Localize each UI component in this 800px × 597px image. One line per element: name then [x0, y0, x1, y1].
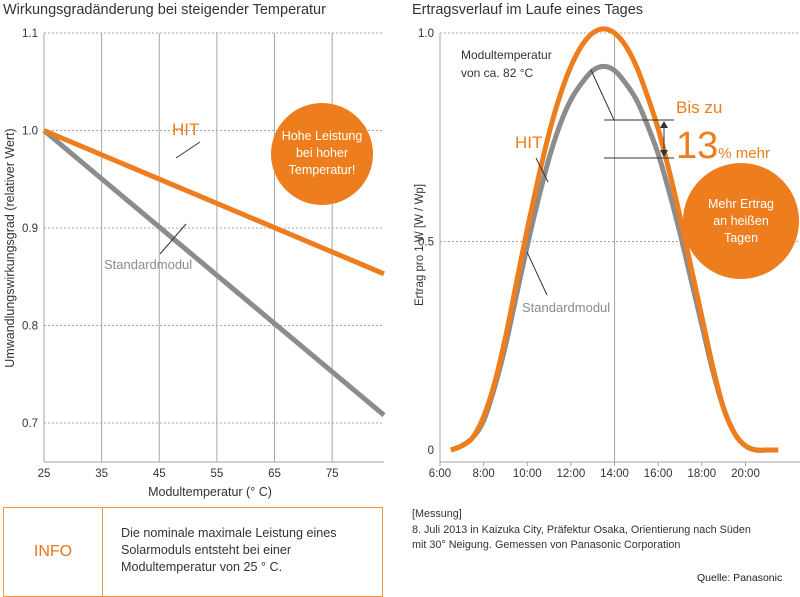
right-y-tick-label: 0 — [428, 445, 434, 457]
right-hit-label: HIT — [515, 133, 542, 152]
module-temp-pointer-line — [590, 69, 615, 121]
left-x-axis-label: Modultemperatur (° C) — [148, 485, 272, 499]
right-badge-text: Mehr Ertrag an heißen Tagen — [708, 197, 774, 245]
bis-zu-text: Bis zu — [676, 98, 722, 117]
left-standard-series-line — [42, 128, 386, 418]
left-x-tick-label: 45 — [153, 468, 166, 480]
right-badge-circle — [683, 163, 799, 279]
right-x-tick-label: 18:00 — [687, 468, 716, 480]
standard-pointer-line — [159, 223, 187, 255]
left-y-tick-label: 1.0 — [22, 126, 38, 138]
left-badge-circle — [271, 103, 373, 205]
left-hit-label: HIT — [172, 120, 199, 139]
right-chart-title: Ertragsverlauf im Laufe eines Tages — [412, 2, 644, 18]
right-y-tick-label: 1.0 — [418, 28, 434, 40]
source-credit: Quelle: Panasonic — [697, 572, 783, 584]
left-x-tick-label: 55 — [210, 468, 223, 480]
left-hit-series-line — [43, 128, 385, 277]
left-chart-ticks: 25 35 45 55 65 75 0.7 0.8 0.9 1.0 1.1 — [22, 28, 339, 480]
left-x-tick-label: 75 — [326, 468, 339, 480]
left-y-axis-label: Umwandlungswirkungsgrad (relativer Wert) — [3, 128, 17, 367]
left-standard-label: Standardmodul — [104, 257, 192, 272]
right-x-tick-label: 6:00 — [429, 468, 451, 480]
hit-pointer-line — [175, 141, 201, 159]
right-y-tick-label: 0.5 — [418, 237, 434, 249]
right-hit-series-line — [450, 26, 779, 453]
left-badge-text: Hohe Leistung bei hoher Temperatur! — [281, 129, 363, 177]
module-temp-note: Modultemperatur von ca. 82 °C — [461, 48, 552, 80]
left-x-tick-label: 25 — [38, 468, 51, 480]
info-box: INFO Die nominale maximale Leistung eine… — [3, 507, 383, 597]
measure-arrow-head-top — [660, 121, 668, 128]
right-x-tick-label: 16:00 — [644, 468, 673, 480]
measure-arrow-head-bottom — [660, 150, 668, 157]
right-chart-lines — [450, 26, 779, 453]
right-hit-pointer-line — [535, 157, 549, 183]
left-y-tick-label: 0.9 — [22, 223, 38, 235]
measurement-note: [Messung] 8. Juli 2013 in Kaizuka City, … — [412, 508, 751, 551]
left-chart-title: Wirkungsgradänderung bei steigender Temp… — [3, 2, 326, 18]
info-label: INFO — [4, 508, 103, 596]
left-x-tick-label: 35 — [95, 468, 108, 480]
left-chart-grid — [43, 32, 384, 463]
left-y-tick-label: 1.1 — [22, 28, 38, 40]
left-chart-lines — [42, 128, 386, 418]
right-chart-ticks: 6:00 8:00 10:00 12:00 14:00 16:00 18:00 20:00 0 0… — [418, 28, 760, 480]
right-x-tick-label: 14:00 — [600, 468, 629, 480]
percent-text: 13% mehr — [676, 125, 770, 167]
left-y-tick-label: 0.7 — [22, 418, 38, 430]
right-x-tick-label: 20:00 — [731, 468, 760, 480]
right-x-tick-label: 12:00 — [557, 468, 586, 480]
right-standard-label: Standardmodul — [522, 300, 610, 315]
right-y-axis-label: Ertrag pro 1 W [W / Wp] — [414, 184, 426, 306]
right-standard-pointer-line — [526, 251, 548, 296]
left-x-tick-label: 65 — [268, 468, 281, 480]
left-y-tick-label: 0.8 — [22, 321, 38, 333]
right-x-tick-label: 8:00 — [472, 468, 494, 480]
right-x-tick-label: 10:00 — [513, 468, 542, 480]
info-text: Die nominale maximale Leistung eines Sol… — [121, 526, 337, 574]
